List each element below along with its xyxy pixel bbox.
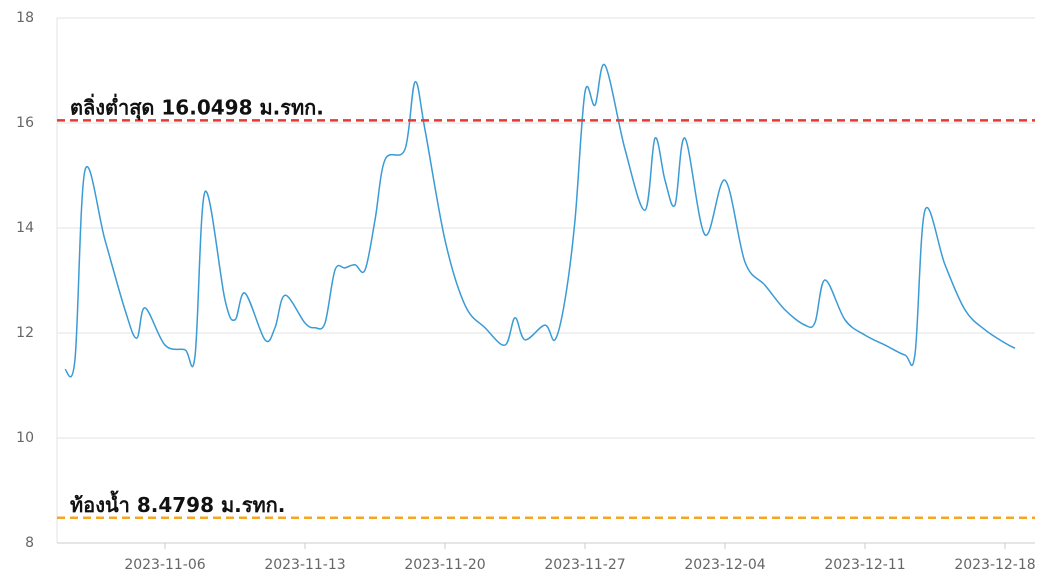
- x-tick-label: 2023-11-20: [404, 557, 485, 573]
- y-tick-label: 14: [16, 220, 34, 236]
- x-tick-label: 2023-12-11: [824, 557, 905, 573]
- reference-label: ท้องน้ำ 8.4798 ม.รทก.: [70, 490, 285, 517]
- y-tick-label: 10: [16, 430, 34, 446]
- x-tick-label: 2023-12-04: [684, 557, 765, 573]
- x-tick-label: 2023-11-06: [124, 557, 205, 573]
- x-tick-label: 2023-11-27: [544, 557, 625, 573]
- x-tick-label: 2023-12-18: [954, 557, 1035, 573]
- y-tick-label: 12: [16, 325, 34, 341]
- y-tick-label: 16: [16, 115, 34, 131]
- x-tick-label: 2023-11-13: [264, 557, 345, 573]
- y-tick-label: 18: [16, 10, 34, 26]
- data-line: [64, 63, 1016, 378]
- y-tick-label: 8: [25, 535, 34, 551]
- reference-label: ตลิ่งต่ำสุด 16.0498 ม.รทก.: [70, 92, 324, 120]
